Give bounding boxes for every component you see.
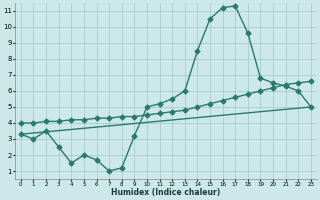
X-axis label: Humidex (Indice chaleur): Humidex (Indice chaleur) xyxy=(111,188,220,197)
